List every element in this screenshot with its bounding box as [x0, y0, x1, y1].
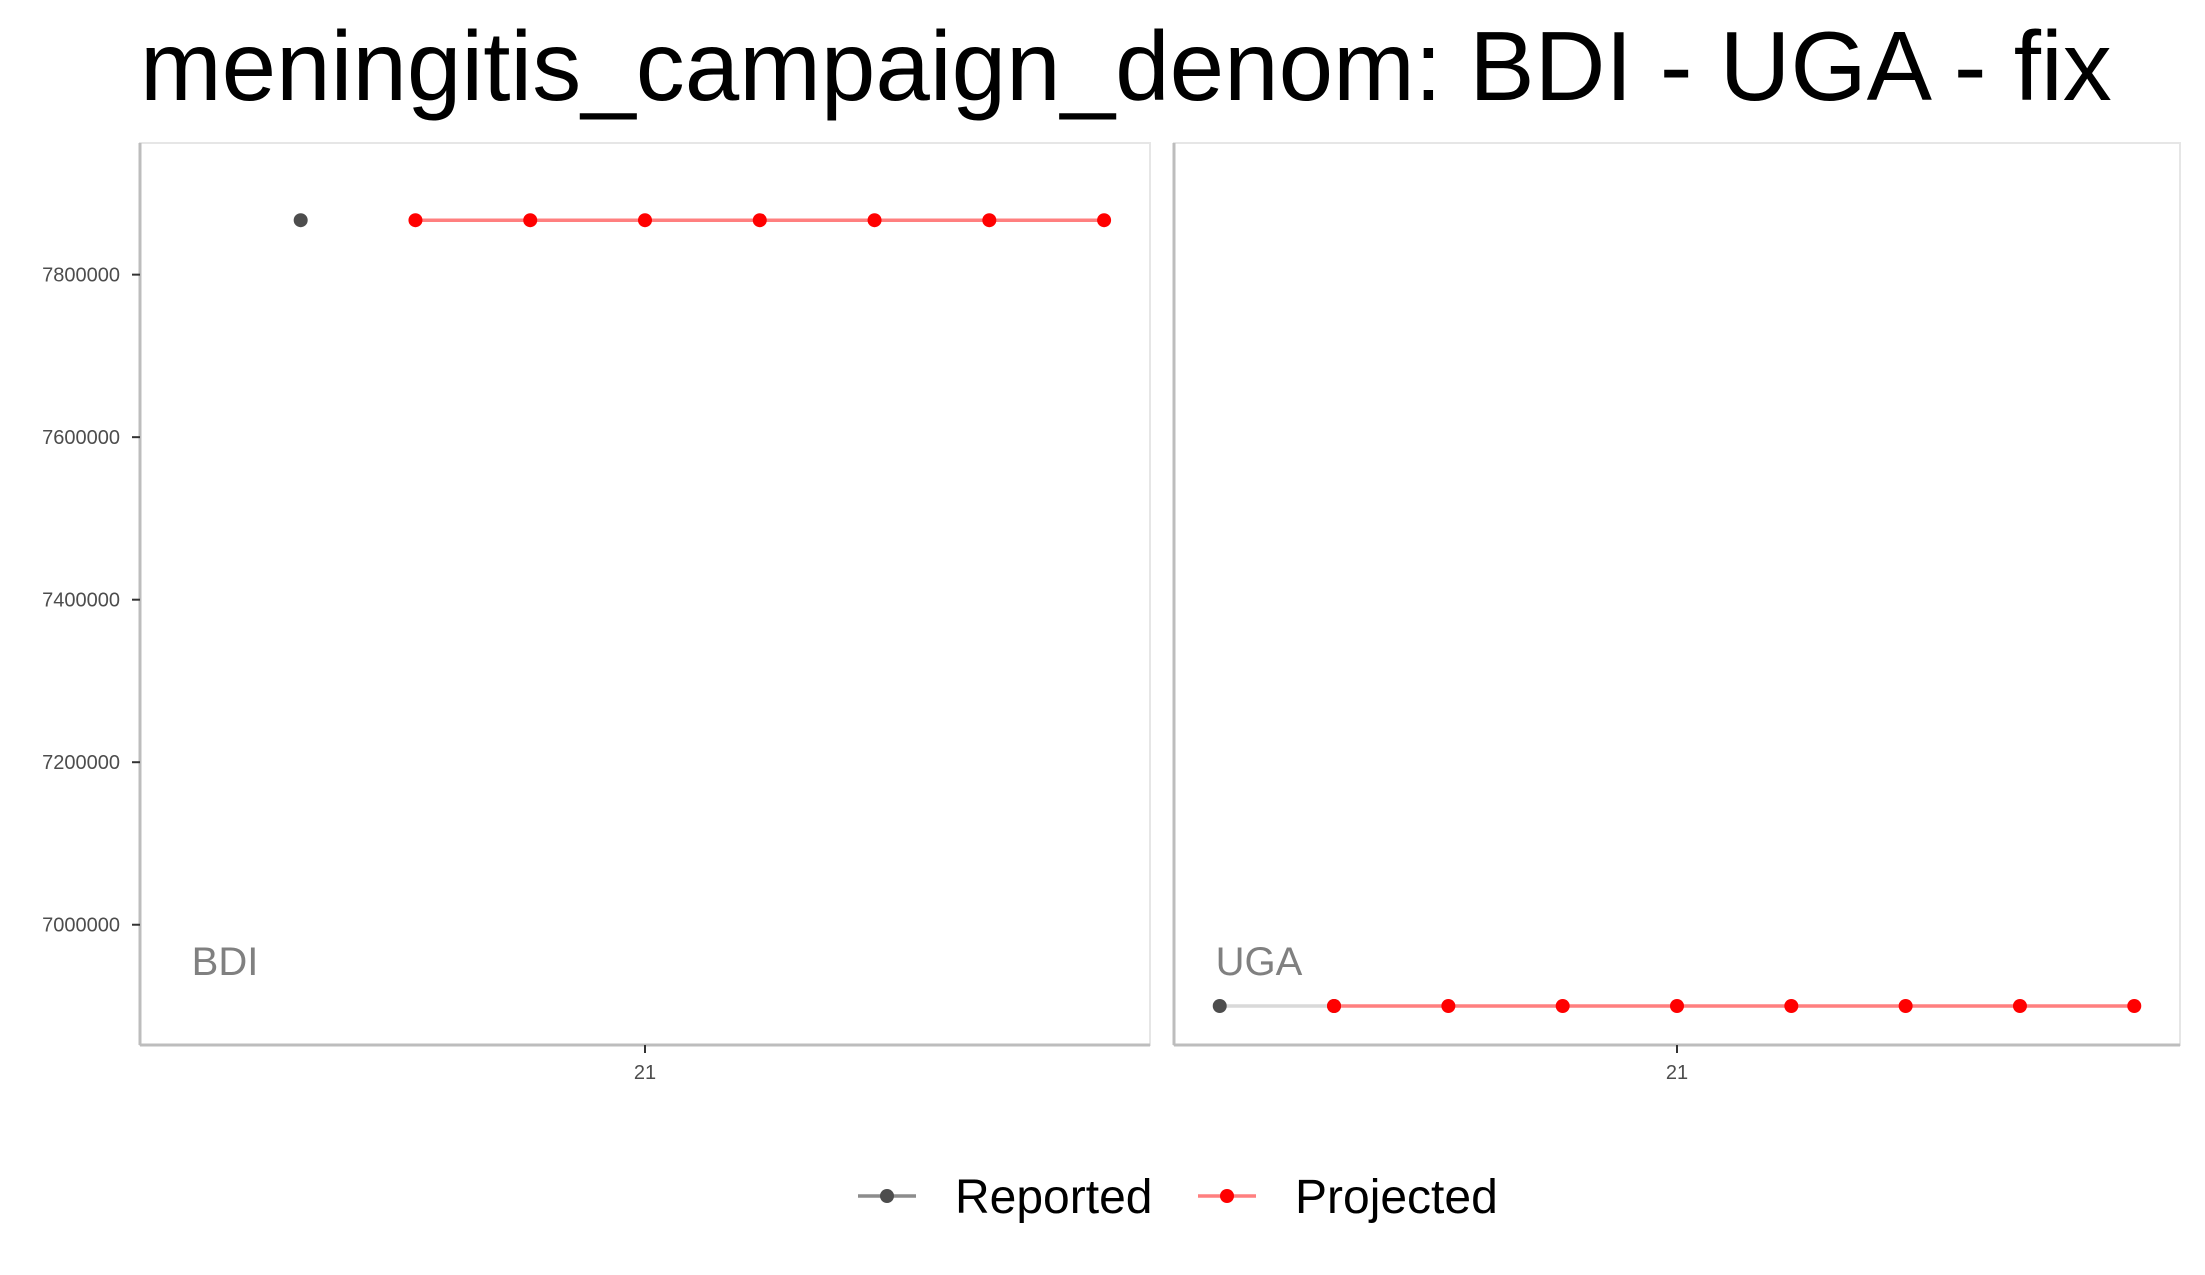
data-point-projected — [1670, 998, 1684, 1013]
facet-label: BDI — [192, 940, 259, 984]
x-tick-label: 21 — [1666, 1062, 1688, 1084]
data-point-projected — [408, 213, 423, 228]
data-point-projected — [1327, 998, 1342, 1013]
legend-key-point — [1220, 1189, 1234, 1203]
y-tick-label: 7000000 — [42, 915, 120, 937]
panel-background — [139, 142, 1151, 1046]
data-point-projected — [1898, 998, 1913, 1013]
legend-item-reported: Reported — [858, 1171, 1152, 1224]
data-point-reported — [1212, 998, 1227, 1013]
data-point-projected — [1097, 213, 1112, 228]
data-point-projected — [2127, 998, 2142, 1013]
data-point-projected — [982, 213, 997, 228]
data-point-projected — [1441, 998, 1456, 1013]
panel-bdi: 7000000 7200000 7400000 7600000 7800000 21 BDI — [42, 142, 1151, 1084]
x-tick-label: 21 — [634, 1062, 656, 1084]
panel-uga: 21 UGA — [1172, 142, 2181, 1084]
facet-label: UGA — [1216, 940, 1303, 984]
legend-key-point — [880, 1189, 894, 1203]
facet-panels: 7000000 7200000 7400000 7600000 7800000 21 BDI… — [42, 142, 2181, 1084]
legend-label: Reported — [955, 1171, 1152, 1224]
legend-label: Projected — [1295, 1171, 1498, 1224]
y-tick-label: 7800000 — [42, 265, 120, 287]
chart-title: meningitis_campaign_denom: BDI - UGA - f… — [140, 11, 2112, 121]
data-point-projected — [867, 213, 882, 228]
panel-background — [1173, 142, 2181, 1046]
data-point-projected — [2012, 998, 2027, 1013]
data-point-projected — [523, 213, 538, 228]
legend-item-projected: Projected — [1198, 1171, 1498, 1224]
y-tick-label: 7600000 — [42, 427, 120, 449]
data-point-projected — [1555, 998, 1570, 1013]
y-tick-label: 7400000 — [42, 590, 120, 612]
data-point-reported — [293, 213, 308, 228]
data-point-projected — [752, 213, 767, 228]
legend: Reported Projected — [858, 1171, 1498, 1224]
data-point-projected — [638, 213, 652, 228]
y-tick-label: 7200000 — [42, 752, 120, 774]
data-point-projected — [1784, 998, 1799, 1013]
